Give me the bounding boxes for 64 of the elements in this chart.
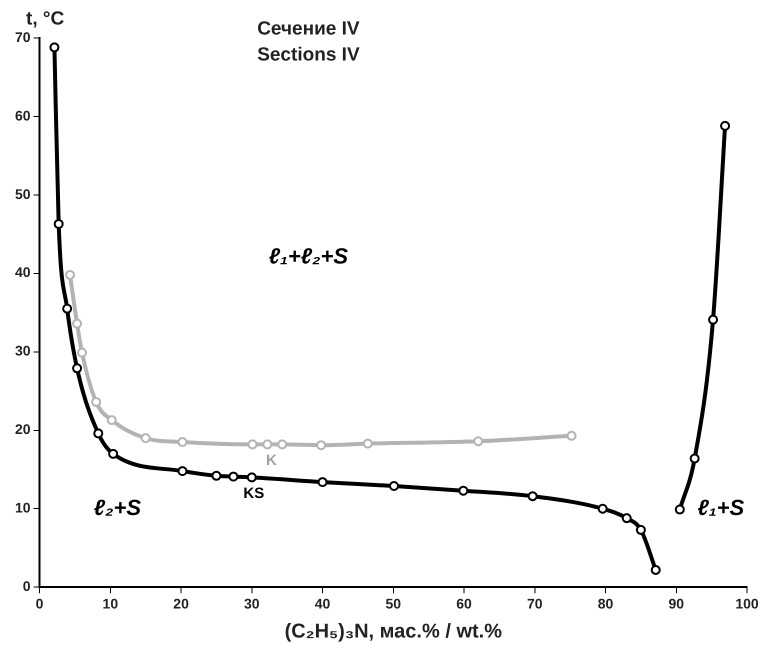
point — [140, 433, 151, 444]
chart-title: Сечение IV — [257, 18, 360, 40]
x-tick-label: 60 — [456, 595, 472, 612]
x-tick-label: 20 — [173, 595, 190, 612]
x-tick-label: 80 — [598, 595, 614, 612]
y-tick-label: 60 — [14, 107, 31, 124]
point — [316, 440, 326, 450]
x-axis-title: (C₂H₅)₃N, мас.% / wt.% — [284, 620, 502, 643]
point — [708, 314, 718, 325]
point — [246, 472, 257, 482]
point — [93, 428, 104, 438]
point — [248, 439, 258, 450]
point — [91, 397, 102, 408]
x-tick-label: 100 — [735, 595, 759, 612]
point — [72, 363, 82, 374]
point — [528, 491, 538, 502]
point — [62, 304, 72, 314]
point — [636, 524, 646, 535]
point — [598, 504, 608, 514]
annotation: ℓ₁+S — [698, 494, 744, 520]
y-tick-label: 50 — [14, 186, 31, 202]
point — [106, 415, 117, 426]
x-tick-label: 30 — [244, 595, 260, 612]
annotation: K — [266, 452, 277, 470]
y-tick-label: 20 — [14, 421, 31, 438]
point — [77, 348, 88, 358]
point — [211, 470, 222, 481]
point — [362, 438, 373, 449]
y-tick-label: 10 — [14, 500, 31, 516]
point — [458, 486, 468, 496]
point — [318, 477, 328, 488]
point — [650, 564, 661, 575]
point — [49, 42, 60, 52]
x-tick-label: 40 — [314, 595, 331, 612]
x-tick-label: 90 — [668, 595, 684, 612]
point — [64, 270, 75, 280]
x-tick-label: 0 — [36, 595, 44, 612]
point — [228, 472, 238, 482]
annotation: KS — [243, 485, 264, 502]
x-tick-label: 10 — [102, 595, 118, 612]
point — [54, 218, 64, 229]
point — [108, 448, 118, 459]
x-tick-label: 70 — [526, 595, 543, 612]
x-tick-label: 50 — [385, 595, 402, 612]
chart-subtitle: Sections IV — [257, 44, 360, 66]
y-tick-label: 70 — [14, 28, 31, 45]
point — [674, 504, 685, 515]
y-axis-title: t, °C — [26, 8, 64, 30]
y-tick-label: 30 — [14, 342, 31, 359]
point — [177, 437, 188, 448]
point — [177, 466, 188, 476]
point — [277, 439, 288, 450]
point — [720, 120, 730, 131]
point — [388, 480, 399, 491]
point — [690, 454, 700, 464]
point — [622, 513, 632, 524]
point — [473, 436, 484, 446]
point — [72, 318, 82, 329]
y-tick-label: 40 — [14, 264, 31, 280]
y-tick-label: 0 — [22, 578, 31, 594]
annotation: ℓ₁+ℓ₂+S — [268, 244, 348, 269]
point — [262, 439, 272, 450]
annotation: ℓ₂+S — [94, 494, 142, 520]
point — [566, 430, 577, 441]
